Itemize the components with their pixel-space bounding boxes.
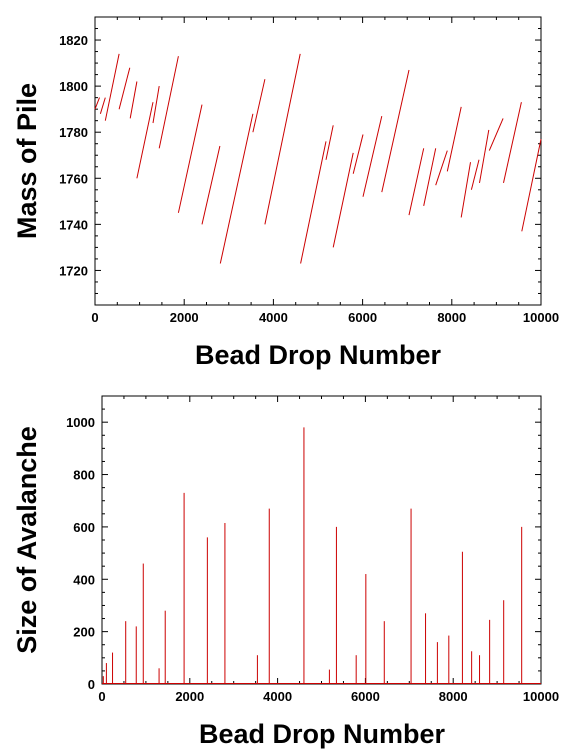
top-y-axis-title: Mass of Pile — [12, 83, 42, 239]
mass-segment — [332, 152, 354, 248]
top-ticks: 0 2000 4000 6000 8000 10000 1720 1740 1760 1780 18… — [59, 16, 559, 325]
bottom-x-tick-label: 2000 — [175, 689, 204, 704]
bottom-x-axis-title: Bead Drop Number — [199, 719, 446, 749]
mass-segment — [503, 102, 522, 184]
bottom-y-axis-title: Size of Avalanche — [12, 426, 42, 654]
mass-segment — [177, 104, 203, 213]
mass-segment — [435, 150, 448, 186]
top-x-tick-label: 10000 — [523, 310, 559, 325]
mass-of-pile-chart: 0 2000 4000 6000 8000 10000 1720 1740 1760 1780 18… — [12, 16, 559, 370]
mass-segment — [460, 162, 471, 218]
bottom-series — [102, 427, 541, 684]
top-x-tick-label: 8000 — [437, 310, 466, 325]
mass-segment — [325, 125, 334, 160]
mass-segment — [252, 79, 266, 133]
mass-segment — [104, 53, 120, 121]
top-x-axis-title: Bead Drop Number — [195, 340, 442, 370]
mass-segment — [362, 115, 383, 197]
top-plot-frame — [94, 16, 542, 306]
top-x-tick-label: 4000 — [259, 310, 288, 325]
avalanche-size-chart: 0 2000 4000 6000 8000 1000002004006008001000 … — [12, 395, 559, 749]
bottom-x-tick-label: 8000 — [439, 689, 468, 704]
top-series — [94, 53, 542, 264]
bottom-x-tick-label: 4000 — [263, 689, 292, 704]
mass-segment — [408, 148, 425, 216]
mass-segment — [352, 134, 364, 174]
bottom-y-tick-label: 400 — [73, 572, 95, 587]
mass-segment — [264, 53, 301, 225]
mass-segment — [99, 97, 106, 114]
top-x-tick-label: 6000 — [348, 310, 377, 325]
mass-segment — [446, 106, 462, 172]
mass-segment — [423, 148, 437, 207]
bottom-plot-frame — [101, 395, 542, 685]
mass-segment — [129, 81, 138, 119]
top-y-tick-label: 1740 — [59, 217, 88, 232]
mass-segment — [152, 86, 160, 124]
bottom-y-tick-label: 600 — [73, 520, 95, 535]
mass-segment — [521, 138, 542, 232]
top-y-tick-label: 1720 — [59, 263, 88, 278]
mass-segment — [219, 113, 254, 264]
bottom-x-tick-label: 0 — [98, 689, 105, 704]
top-x-tick-label: 2000 — [170, 310, 199, 325]
bottom-y-tick-label: 0 — [88, 677, 95, 692]
bottom-y-tick-label: 800 — [73, 468, 95, 483]
mass-segment — [136, 102, 154, 179]
mass-segment — [118, 67, 131, 110]
top-y-tick-label: 1760 — [59, 171, 88, 186]
bottom-y-tick-label: 1000 — [66, 415, 95, 430]
mass-segment — [201, 145, 221, 225]
top-y-tick-label: 1800 — [59, 79, 88, 94]
mass-segment — [479, 129, 490, 183]
bottom-x-tick-label: 10000 — [523, 689, 559, 704]
mass-segment — [381, 69, 410, 193]
top-y-tick-label: 1820 — [59, 33, 88, 48]
mass-segment — [300, 141, 327, 264]
mass-segment — [488, 118, 504, 151]
bottom-y-tick-label: 200 — [73, 625, 95, 640]
top-x-tick-label: 0 — [91, 310, 98, 325]
top-y-tick-label: 1780 — [59, 125, 88, 140]
mass-segment — [158, 56, 179, 149]
mass-segment — [470, 159, 480, 190]
bottom-x-tick-label: 6000 — [351, 689, 380, 704]
bottom-ticks: 0 2000 4000 6000 8000 10000 0 200 400 600 800 1000 — [66, 395, 559, 704]
mass-segment — [94, 97, 100, 110]
